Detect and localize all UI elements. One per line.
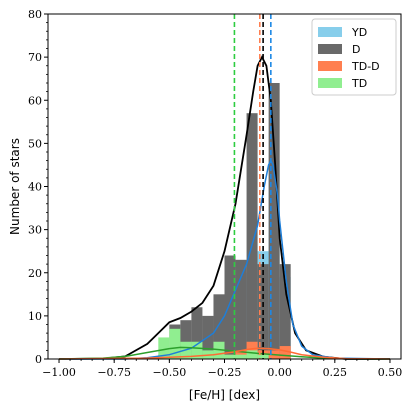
y-tick-label: 80 (28, 8, 42, 21)
y-tick-label: 70 (28, 51, 42, 64)
median-lines (233, 14, 272, 359)
legend-label-td-d: TD-D (351, 60, 380, 73)
kde-line-yd (59, 158, 391, 360)
x-tick-label: −0.75 (97, 366, 131, 379)
y-tick-label: 20 (28, 267, 42, 280)
x-tick-label: −0.25 (208, 366, 242, 379)
legend-label-d: D (352, 43, 360, 56)
y-tick-label: 50 (28, 137, 42, 150)
x-tick-label: 0.00 (267, 366, 292, 379)
legend-swatch-td-d (318, 61, 342, 71)
kde-curves (58, 55, 391, 360)
bar-d (279, 264, 291, 359)
bar-td (158, 337, 170, 359)
bar-td-d (279, 346, 291, 359)
bar-d (246, 113, 258, 359)
legend-swatch-td (318, 78, 342, 88)
legend-box (311, 18, 397, 96)
x-tick-label: 0.25 (323, 366, 348, 379)
bar-td (235, 354, 247, 359)
bar-d (235, 259, 247, 359)
legend-swatch-yd (318, 27, 342, 37)
legend-label-td: TD (351, 77, 367, 90)
x-tick-label: −0.50 (152, 366, 186, 379)
y-tick-label: 0 (35, 353, 42, 366)
legend-swatch-d (318, 44, 342, 54)
y-axis-label: Number of stars (8, 138, 22, 235)
bar-td (246, 350, 258, 359)
axis-ticks: −1.00 −0.75 −0.50 −0.25 0.00 0.25 0.50 0 10 20 30 4… (28, 8, 402, 379)
kde-line-td-d (58, 347, 391, 360)
x-axis-label: [Fe/H] [dex] (189, 388, 260, 402)
legend: YD D TD-D TD (311, 18, 397, 96)
y-tick-label: 30 (28, 224, 42, 237)
bar-d (180, 320, 192, 359)
bar-d (268, 83, 280, 359)
bar-td (191, 341, 203, 359)
bar-td (169, 328, 181, 359)
bar-td (257, 354, 269, 359)
bar-d (191, 307, 203, 359)
histogram-bars (158, 83, 291, 359)
bar-d (213, 294, 225, 359)
kde-line-td (58, 346, 391, 360)
y-tick-label: 10 (28, 310, 42, 323)
x-tick-label: 0.50 (378, 366, 403, 379)
legend-label-yd: YD (351, 26, 367, 39)
y-tick-label: 40 (28, 181, 42, 194)
bar-d (224, 255, 236, 359)
y-tick-label: 60 (28, 94, 42, 107)
x-tick-label: −1.00 (42, 366, 76, 379)
bar-td (224, 354, 236, 359)
